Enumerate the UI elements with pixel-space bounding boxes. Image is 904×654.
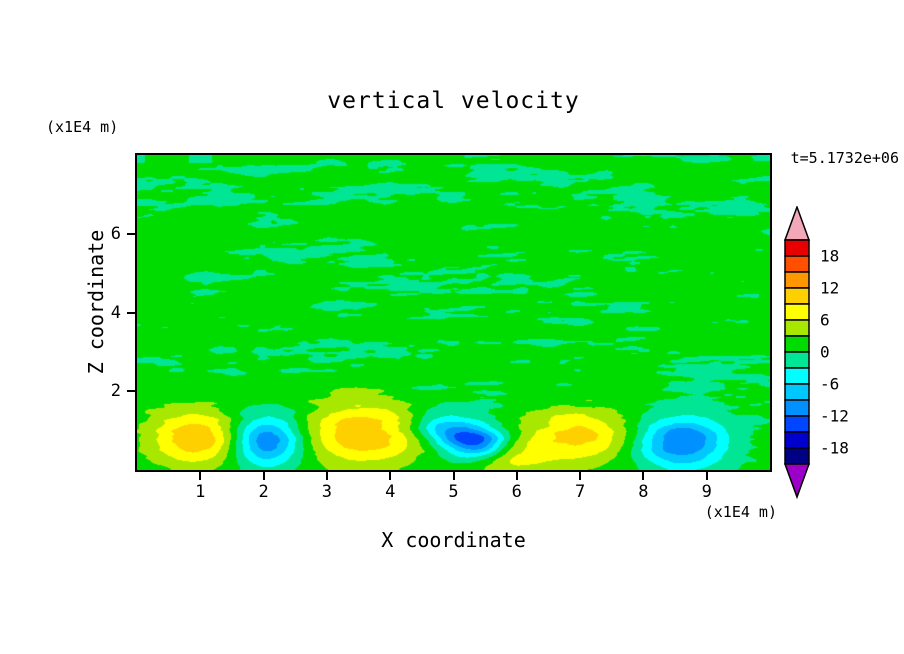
x-tick-mark	[325, 472, 328, 480]
colorbar: 18 12 6 0 -6 -12 -18	[784, 206, 904, 502]
x-tick-label: 6	[511, 482, 522, 502]
y-tick-mark	[127, 390, 135, 393]
x-tick-mark	[262, 472, 265, 480]
y-axis-unit-label: (x1E4 m)	[46, 118, 119, 136]
x-tick-label: 3	[321, 482, 333, 502]
colorbar-tick-label: 12	[820, 278, 840, 298]
y-tick-label: 6	[110, 223, 121, 244]
x-axis-unit-label: (x1E4 m)	[704, 503, 777, 521]
y-tick-label: 4	[110, 302, 121, 323]
x-tick-mark	[705, 472, 708, 480]
colorbar-tick-label: 0	[820, 342, 830, 362]
chart-title: vertical velocity	[327, 88, 580, 114]
x-tick-label: 4	[385, 482, 396, 502]
colorbar-tick-label: -6	[820, 374, 840, 394]
x-tick-label: 9	[701, 482, 712, 502]
x-tick-mark	[515, 472, 518, 480]
x-tick-mark	[452, 472, 455, 480]
colorbar-tick-label: -12	[820, 406, 849, 426]
x-tick-label: 7	[574, 482, 586, 502]
x-tick-mark	[199, 472, 202, 480]
x-tick-mark	[642, 472, 645, 480]
x-tick-mark	[389, 472, 392, 480]
y-tick-mark	[127, 311, 135, 314]
y-axis-ticks: 2 4 6	[0, 153, 135, 472]
x-tick-label: 5	[448, 482, 459, 502]
x-axis-label: X coordinate	[381, 528, 526, 552]
colorbar-tick-label: -18	[820, 438, 849, 458]
time-label: t=5.1732e+06	[790, 149, 899, 167]
x-axis-ticks: 1 2 3 4 5 6 7 8 9	[135, 472, 772, 504]
colorbar-tick-label: 6	[820, 310, 830, 330]
plot-area	[135, 153, 772, 472]
y-tick-mark	[127, 232, 135, 235]
x-tick-label: 1	[195, 482, 206, 502]
colorbar-gradient	[784, 206, 811, 500]
colorbar-tick-label: 18	[820, 246, 840, 266]
x-tick-label: 2	[258, 482, 269, 502]
x-tick-mark	[579, 472, 582, 480]
x-tick-label: 8	[638, 482, 649, 502]
contour-field-canvas	[137, 155, 770, 470]
y-tick-label: 2	[110, 381, 121, 402]
